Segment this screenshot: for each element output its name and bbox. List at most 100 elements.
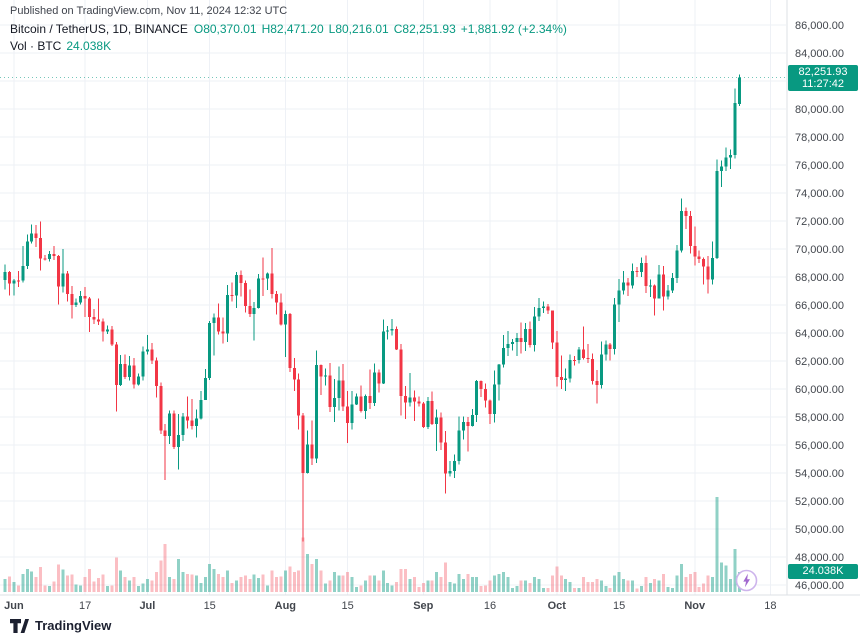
volume-bar bbox=[671, 587, 674, 592]
flash-icon[interactable] bbox=[735, 569, 758, 597]
volume-bar bbox=[230, 582, 234, 592]
volume-bar bbox=[493, 575, 496, 592]
candle-body bbox=[733, 102, 737, 156]
symbol-legend[interactable]: Bitcoin / TetherUS, 1D, BINANCE O80,370.0… bbox=[10, 22, 572, 36]
published-caption: Published on TradingView.com, Nov 11, 20… bbox=[10, 5, 288, 17]
ohlc-open: O80,370.01 bbox=[193, 22, 257, 36]
chart-pane[interactable] bbox=[0, 0, 860, 616]
candle-body bbox=[34, 233, 38, 239]
candle-body bbox=[452, 460, 456, 471]
candle-body bbox=[88, 298, 92, 318]
candle-body bbox=[306, 444, 310, 474]
candle-body bbox=[230, 295, 234, 297]
candle-body bbox=[199, 399, 203, 419]
candle-body bbox=[355, 396, 359, 405]
candle-body bbox=[74, 302, 78, 305]
volume-legend[interactable]: Vol · BTC 24.038K bbox=[10, 39, 111, 53]
volume-bar bbox=[283, 570, 287, 592]
volume-bar bbox=[666, 587, 670, 592]
candle-body bbox=[457, 430, 461, 461]
volume-bar bbox=[484, 585, 488, 592]
candle-body bbox=[439, 417, 443, 443]
volume-bar bbox=[377, 580, 381, 592]
volume-bar bbox=[444, 562, 448, 592]
candle-body bbox=[470, 415, 474, 427]
volume-bar bbox=[573, 587, 577, 592]
candle-body bbox=[359, 396, 363, 411]
candle-body bbox=[79, 296, 83, 303]
volume-bar bbox=[448, 582, 452, 592]
volume-bar bbox=[177, 558, 181, 592]
candle-body bbox=[123, 364, 127, 378]
volume-bar bbox=[435, 572, 439, 592]
candle-body bbox=[332, 398, 336, 407]
candle-body bbox=[608, 344, 612, 350]
volume-bar bbox=[501, 572, 505, 592]
time-tick-label: 16 bbox=[484, 600, 496, 612]
candle-body bbox=[145, 349, 149, 352]
candle-body bbox=[408, 397, 412, 403]
volume-bar bbox=[528, 582, 532, 592]
candle-body bbox=[221, 331, 225, 334]
volume-bar bbox=[564, 578, 568, 592]
volume-bar bbox=[711, 577, 715, 592]
volume-bar bbox=[372, 575, 376, 592]
candle-body bbox=[510, 342, 514, 345]
candle-body bbox=[172, 413, 176, 448]
candle-body bbox=[648, 285, 652, 287]
volume-bar bbox=[163, 544, 167, 592]
candle-body bbox=[421, 403, 425, 427]
candle-body bbox=[573, 360, 577, 362]
volume-bar bbox=[257, 577, 261, 592]
volume-bar bbox=[7, 576, 11, 592]
candle-body bbox=[310, 444, 314, 459]
volume-bar bbox=[332, 572, 336, 592]
time-tick-label: Jun bbox=[4, 600, 24, 612]
candle-body bbox=[12, 280, 16, 284]
volume-bar bbox=[141, 583, 145, 592]
price-tick-label: 68,000.00 bbox=[795, 272, 844, 284]
volume-bar bbox=[363, 580, 367, 592]
volume-bar bbox=[613, 575, 617, 592]
volume-bar bbox=[114, 557, 118, 592]
candle-body bbox=[30, 233, 34, 242]
volume-bar bbox=[706, 575, 710, 592]
tradingview-attribution[interactable]: TradingView bbox=[10, 618, 111, 633]
volume-bar bbox=[617, 572, 621, 592]
volume-bar bbox=[328, 580, 332, 592]
volume-bar bbox=[145, 578, 149, 592]
candle-body bbox=[484, 389, 488, 401]
volume-bar bbox=[368, 575, 372, 592]
time-axis[interactable] bbox=[0, 595, 860, 616]
candle-body bbox=[368, 396, 372, 403]
candle-body bbox=[341, 380, 345, 407]
candle-body bbox=[177, 435, 181, 448]
candle-body bbox=[524, 328, 528, 343]
volume-bar bbox=[199, 582, 203, 592]
volume-bar bbox=[457, 573, 461, 592]
candle-body bbox=[577, 349, 581, 361]
candle-body bbox=[43, 258, 47, 260]
candle-body bbox=[279, 302, 283, 325]
price-tick-label: 74,000.00 bbox=[795, 188, 844, 200]
volume-bar bbox=[355, 587, 359, 592]
volume-bar bbox=[479, 586, 483, 592]
price-tick-label: 56,000.00 bbox=[795, 440, 844, 452]
volume-bar bbox=[208, 563, 212, 592]
candle-body bbox=[604, 344, 608, 355]
candle-body bbox=[519, 337, 523, 343]
candle-body bbox=[297, 379, 301, 416]
candle-body bbox=[114, 344, 118, 386]
volume-value: 24.038K bbox=[66, 39, 112, 53]
volume-bar bbox=[185, 573, 189, 592]
volume-bar bbox=[599, 580, 603, 592]
candle-body bbox=[323, 375, 327, 377]
candle-body bbox=[190, 420, 194, 427]
time-tick-label: 15 bbox=[204, 600, 216, 612]
candle-body bbox=[404, 396, 407, 403]
time-tick-label: Aug bbox=[275, 600, 296, 612]
candle-body bbox=[137, 376, 140, 385]
volume-bar bbox=[297, 570, 301, 592]
candle-body bbox=[613, 304, 617, 350]
